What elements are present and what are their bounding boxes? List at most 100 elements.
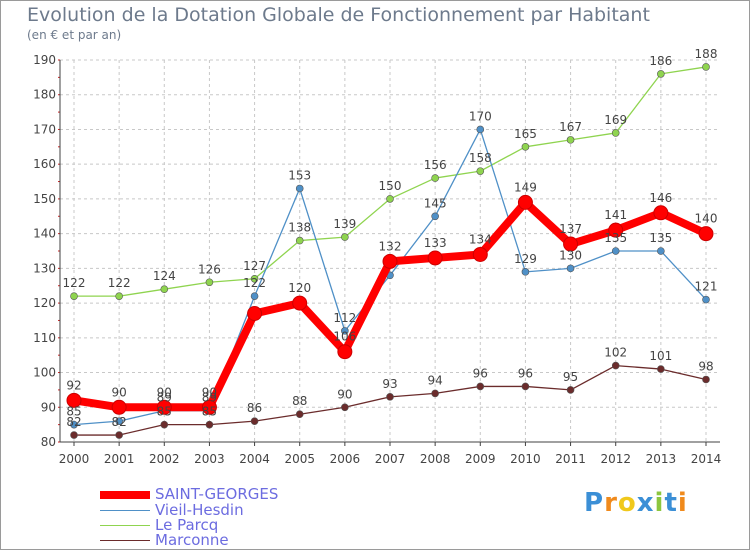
data-point-le-parcq — [476, 167, 485, 175]
data-label-vieil-hesdin: 85 — [66, 405, 81, 419]
data-point-saint-georges — [608, 222, 624, 238]
data-label-marconne: 98 — [698, 359, 713, 373]
data-label-vieil-hesdin: 129 — [514, 252, 537, 266]
data-point-marconne — [566, 386, 575, 394]
data-label-marconne: 95 — [563, 370, 578, 384]
data-point-saint-georges — [247, 306, 263, 322]
data-label-le-parcq: 122 — [63, 276, 86, 290]
data-label-saint-georges: 140 — [695, 212, 718, 226]
data-label-le-parcq: 127 — [243, 259, 266, 273]
data-point-saint-georges — [427, 250, 443, 266]
data-label-vieil-hesdin: 121 — [695, 280, 718, 294]
data-point-vieil-hesdin — [250, 292, 259, 300]
logo-letter: o — [617, 488, 637, 518]
x-tick-label: 2007 — [375, 452, 406, 466]
data-label-saint-georges: 132 — [379, 239, 402, 253]
data-point-saint-georges — [653, 205, 669, 221]
data-label-saint-georges: 137 — [559, 222, 582, 236]
data-label-le-parcq: 167 — [559, 120, 582, 134]
data-label-saint-georges: 90 — [112, 385, 127, 399]
y-tick-label: 190 — [33, 53, 56, 67]
data-label-le-parcq: 165 — [514, 127, 537, 141]
data-point-saint-georges — [382, 253, 398, 269]
data-label-saint-georges: 106 — [333, 330, 356, 344]
data-point-vieil-hesdin — [70, 420, 78, 429]
data-point-saint-georges — [472, 246, 488, 262]
data-label-marconne: 85 — [202, 405, 217, 419]
data-label-le-parcq: 124 — [153, 269, 176, 283]
data-point-vieil-hesdin — [566, 264, 575, 273]
data-point-vieil-hesdin — [431, 212, 439, 221]
data-point-marconne — [160, 420, 169, 429]
data-label-vieil-hesdin: 89 — [157, 391, 172, 405]
data-point-le-parcq — [521, 143, 530, 151]
data-point-vieil-hesdin — [476, 125, 485, 134]
data-label-marconne: 101 — [649, 349, 672, 363]
data-point-le-parcq — [566, 136, 575, 144]
data-point-le-parcq — [431, 174, 439, 182]
data-point-marconne — [521, 382, 530, 391]
legend-label-saint-georges: SAINT-GEORGES — [155, 485, 279, 503]
y-tick-label: 140 — [33, 227, 56, 241]
data-label-le-parcq: 138 — [288, 221, 311, 235]
x-tick-label: 2003 — [194, 452, 225, 466]
data-point-le-parcq — [657, 70, 665, 78]
proxiti-logo: Proxiti — [584, 488, 688, 518]
data-label-vieil-hesdin: 145 — [424, 196, 447, 210]
data-label-vieil-hesdin: 153 — [288, 168, 311, 182]
data-label-saint-georges: 134 — [469, 232, 492, 246]
data-point-marconne — [115, 431, 123, 439]
legend-swatch-saint-georges — [100, 491, 150, 499]
data-point-vieil-hesdin — [341, 327, 349, 335]
x-tick-label: 2005 — [284, 452, 315, 466]
data-point-le-parcq — [115, 292, 123, 300]
legend-label-le-parcq: Le Parcq — [155, 516, 219, 534]
y-tick-label: 180 — [33, 88, 56, 102]
y-tick-label: 110 — [33, 331, 56, 345]
data-point-vieil-hesdin — [611, 247, 620, 255]
y-tick-label: 160 — [33, 157, 56, 171]
data-point-vieil-hesdin — [115, 417, 123, 425]
data-label-saint-georges: 120 — [288, 281, 311, 295]
logo-letter: r — [604, 488, 618, 518]
data-point-marconne — [295, 410, 304, 419]
data-point-le-parcq — [386, 195, 394, 203]
data-point-le-parcq — [250, 274, 259, 283]
x-tick-label: 2011 — [555, 452, 586, 466]
x-tick-label: 2013 — [646, 452, 677, 466]
data-label-marconne: 96 — [518, 366, 533, 380]
data-point-vieil-hesdin — [702, 295, 710, 304]
data-point-le-parcq — [160, 285, 169, 294]
y-tick-label: 150 — [33, 192, 56, 206]
chart-title: Evolution de la Dotation Globale de Fonc… — [27, 4, 650, 26]
data-point-le-parcq — [341, 233, 349, 241]
x-tick-label: 2012 — [600, 452, 631, 466]
data-label-le-parcq: 169 — [604, 113, 627, 127]
data-label-marconne: 82 — [112, 415, 127, 429]
data-point-le-parcq — [70, 292, 78, 300]
data-point-marconne — [431, 389, 439, 398]
data-label-le-parcq: 139 — [333, 217, 356, 231]
data-label-le-parcq: 156 — [424, 158, 447, 172]
data-point-le-parcq — [205, 278, 214, 287]
data-label-saint-georges: 90 — [202, 385, 217, 399]
x-tick-label: 2001 — [104, 452, 135, 466]
data-label-le-parcq: 150 — [379, 179, 402, 193]
y-tick-label: 90 — [41, 400, 56, 414]
data-point-saint-georges — [201, 399, 217, 415]
data-point-saint-georges — [66, 392, 82, 408]
chart-subtitle: (en € et par an) — [27, 28, 122, 42]
data-label-vieil-hesdin: 170 — [469, 109, 492, 123]
data-label-le-parcq: 126 — [198, 262, 221, 276]
data-point-saint-georges — [698, 226, 714, 242]
data-point-marconne — [476, 382, 485, 391]
data-point-marconne — [70, 431, 78, 439]
logo-letter: i — [677, 488, 688, 518]
logo-letter: P — [584, 488, 605, 518]
data-point-marconne — [611, 361, 620, 370]
y-tick-label: 120 — [33, 296, 56, 310]
logo-letter: i — [654, 488, 665, 518]
legend-label-vieil-hesdin: Vieil-Hesdin — [155, 501, 244, 519]
data-point-saint-georges — [156, 399, 172, 415]
